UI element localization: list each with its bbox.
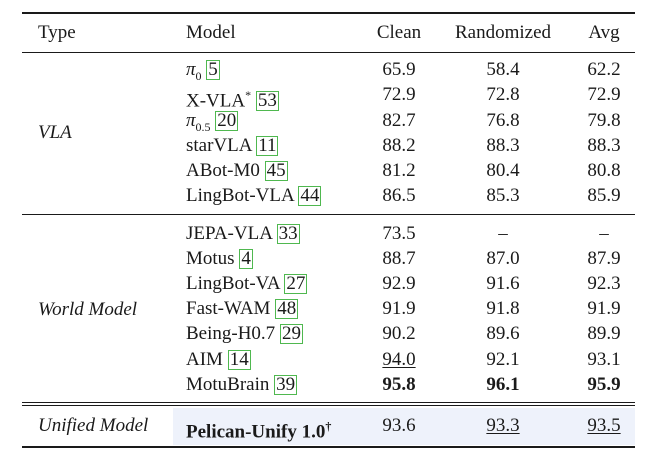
- randomized-value: 87.0: [486, 248, 520, 269]
- model-name: AIM 14: [186, 349, 251, 370]
- avg-value: 92.3: [587, 273, 621, 294]
- clean-value: 86.5: [382, 185, 416, 206]
- model-name: Fast-WAM 48: [186, 298, 299, 319]
- model-name: Motus 4: [186, 248, 253, 269]
- avg-value: 93.5: [587, 415, 621, 436]
- header-randomized: Randomized: [454, 22, 552, 43]
- avg-value: 72.9: [587, 84, 621, 105]
- model-name: starVLA 11: [186, 135, 279, 156]
- clean-value: 73.5: [382, 223, 416, 244]
- randomized-value: 58.4: [486, 59, 520, 80]
- avg-value: 85.9: [587, 185, 621, 206]
- avg-value: 95.9: [587, 374, 621, 395]
- clean-value: 65.9: [382, 59, 416, 80]
- model-name: LingBot-VA 27: [186, 273, 308, 294]
- header-type: Type: [38, 22, 76, 43]
- clean-value: 94.0: [382, 349, 416, 370]
- bottom-rule: [22, 446, 635, 448]
- avg-value: 62.2: [587, 59, 621, 80]
- clean-value: 90.2: [382, 323, 416, 344]
- group-type-world-model: World Model: [38, 299, 138, 320]
- model-name: π0 5: [186, 59, 220, 83]
- randomized-value: 85.3: [486, 185, 520, 206]
- model-name: X-VLA* 53: [186, 88, 279, 112]
- group-type-unified-model: Unified Model: [38, 415, 149, 436]
- pelican-row-highlight: [173, 408, 635, 445]
- model-name: ABot-M0 45: [186, 160, 288, 181]
- randomized-value: 72.8: [486, 84, 520, 105]
- randomized-value: 76.8: [486, 110, 520, 131]
- model-name: JEPA-VLA 33: [186, 223, 300, 244]
- avg-value: 88.3: [587, 135, 621, 156]
- top-rule: [22, 12, 635, 14]
- randomized-value: 96.1: [486, 374, 520, 395]
- randomized-value: 93.3: [486, 415, 520, 436]
- world-model-rule-2: [22, 405, 635, 406]
- header-clean: Clean: [376, 22, 422, 43]
- randomized-value: 80.4: [486, 160, 520, 181]
- model-name: π0.5 20: [186, 110, 239, 134]
- avg-value: 80.8: [587, 160, 621, 181]
- clean-value: 82.7: [382, 110, 416, 131]
- randomized-value: 91.6: [486, 273, 520, 294]
- avg-value: 89.9: [587, 323, 621, 344]
- clean-value: 88.2: [382, 135, 416, 156]
- avg-value: 87.9: [587, 248, 621, 269]
- avg-value: 79.8: [587, 110, 621, 131]
- avg-value: 91.9: [587, 298, 621, 319]
- group-type-vla: VLA: [38, 122, 72, 143]
- vla-rule: [22, 214, 635, 215]
- header-avg: Avg: [588, 22, 620, 43]
- clean-value: 93.6: [382, 415, 416, 436]
- clean-value: 95.8: [382, 374, 416, 395]
- world-model-rule-1: [22, 402, 635, 403]
- header-model: Model: [186, 22, 236, 43]
- randomized-value: –: [498, 223, 508, 244]
- model-name: Pelican-Unify 1.0†: [186, 419, 332, 443]
- randomized-value: 92.1: [486, 349, 520, 370]
- avg-value: 93.1: [587, 349, 621, 370]
- model-name: MotuBrain 39: [186, 374, 298, 395]
- clean-value: 72.9: [382, 84, 416, 105]
- randomized-value: 88.3: [486, 135, 520, 156]
- clean-value: 92.9: [382, 273, 416, 294]
- clean-value: 91.9: [382, 298, 416, 319]
- randomized-value: 91.8: [486, 298, 520, 319]
- avg-value: –: [599, 223, 609, 244]
- clean-value: 88.7: [382, 248, 416, 269]
- randomized-value: 89.6: [486, 323, 520, 344]
- model-name: LingBot-VLA 44: [186, 185, 322, 206]
- clean-value: 81.2: [382, 160, 416, 181]
- model-name: Being-H0.7 29: [186, 323, 303, 344]
- header-rule: [22, 52, 635, 53]
